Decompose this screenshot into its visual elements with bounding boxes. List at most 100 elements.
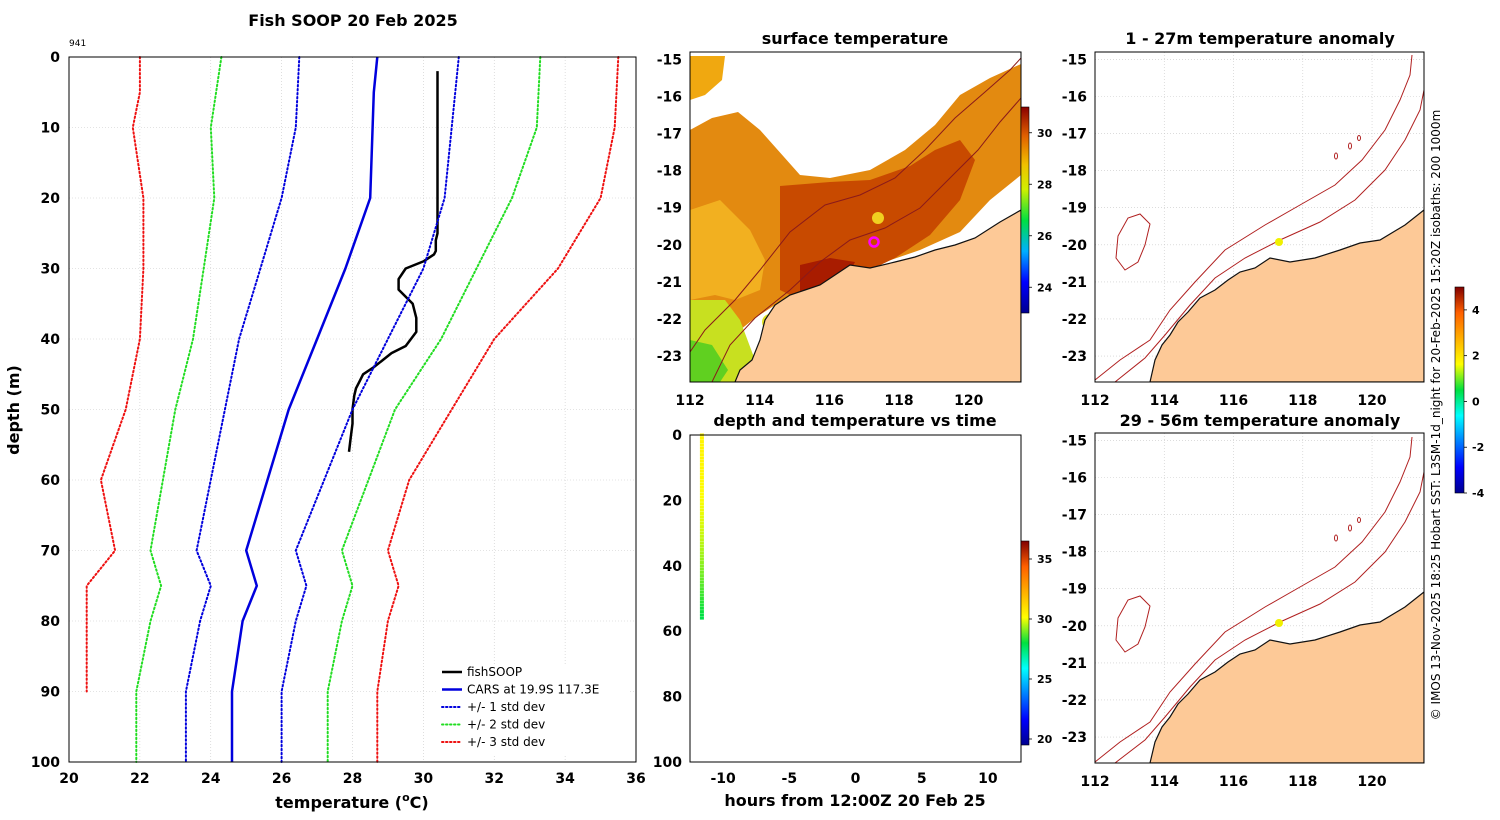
sst-patch-north: [690, 56, 725, 100]
profile-xtick: 20: [59, 771, 79, 787]
time-depth-point: [699, 459, 704, 463]
time-depth-point: [699, 440, 704, 444]
time-depth-point: [699, 508, 704, 512]
time-depth-point: [699, 528, 704, 532]
time-depth-point: [699, 597, 704, 600]
time-depth-point: [699, 515, 704, 519]
anomaly-colorbar-ticks: 4 2 0 -2 -4: [1464, 304, 1485, 500]
anomaly-lower-body: [1095, 436, 1424, 763]
profile-xtick: 34: [555, 771, 575, 787]
time-depth-colorbar: [1020, 540, 1030, 746]
anomaly-lower-frame: [1094, 432, 1425, 764]
anomaly-upper-frame: [1094, 51, 1425, 383]
anomaly-upper-island-shelf: [1115, 213, 1151, 271]
time-depth-xticks: -10 -5 0 5 10: [710, 771, 997, 787]
time-depth-ytick: 60: [663, 624, 683, 640]
time-depth-xtick: 10: [978, 771, 998, 787]
profile-line-CARS: [230, 56, 379, 762]
colorbar-tick: 30: [1037, 613, 1053, 626]
map-ytick: -20: [657, 238, 683, 254]
time-depth-point: [699, 534, 704, 538]
time-depth-point: [699, 606, 704, 610]
profile-ytick: 100: [31, 755, 60, 771]
colorbar-tick: 26: [1037, 230, 1053, 243]
map-xtick: 120: [954, 393, 983, 409]
profile-legend-label: +/- 1 std dev: [467, 700, 545, 714]
profile-legend: fishSOOP CARS at 19.9S 117.3E +/- 1 std de…: [436, 664, 628, 756]
time-depth-point: [699, 466, 704, 470]
map-ytick: -23: [1062, 349, 1087, 365]
anomaly-lower-reef-3: [1357, 517, 1361, 523]
sst-colorbar-ticks: 30 28 26 24: [1029, 127, 1053, 294]
profile-xticks: 20 22 24 26 28 30 32 34 36: [59, 771, 645, 787]
sst-xticks: 112 114 116 118 120: [675, 393, 983, 409]
map-ytick: -22: [657, 312, 682, 328]
map-ytick: -15: [1062, 433, 1087, 449]
map-xtick: 112: [1080, 393, 1109, 409]
colorbar-tick: 2: [1472, 350, 1480, 363]
time-depth-point: [699, 449, 704, 453]
time-depth-point: [699, 489, 704, 493]
map-ytick: -15: [1062, 52, 1087, 68]
map-ytick: -18: [1062, 545, 1087, 561]
profile-line-cars_plus3: [376, 56, 620, 763]
map-ytick: -16: [657, 89, 682, 105]
map-ytick: -17: [1062, 508, 1087, 524]
map-xtick: 118: [1288, 774, 1317, 790]
profile-xtick: 24: [201, 771, 221, 787]
time-depth-xtick: 0: [851, 771, 861, 787]
time-depth-point: [699, 538, 704, 542]
time-depth-xtick: -10: [710, 771, 736, 787]
profile-title: Fish SOOP 20 Feb 2025: [248, 11, 457, 30]
time-depth-point: [699, 541, 704, 545]
time-depth-point: [699, 456, 704, 460]
colorbar-tick: 35: [1037, 553, 1052, 566]
sst-isobath-1000: [690, 57, 1021, 353]
profile-ytick: 50: [41, 403, 61, 419]
time-depth-ytick: 0: [672, 428, 682, 444]
profile-ylabel: depth (m): [4, 365, 23, 455]
anomaly-colorbar: [1454, 286, 1465, 494]
time-depth-point: [699, 610, 704, 614]
time-depth-point: [699, 525, 704, 529]
map-xtick: 118: [1288, 393, 1317, 409]
anomaly-upper-point: [1275, 238, 1283, 246]
time-depth-point: [699, 557, 704, 561]
profile-xtick: 32: [485, 771, 504, 787]
profile-ytick: 80: [41, 614, 61, 630]
footer-note: © IMOS 13-Nov-2025 18:25 Hobart SST: L3S…: [1429, 110, 1443, 721]
anomaly-lower-panel: 29 - 56m temperature anomaly 112 114 116 11…: [1062, 411, 1425, 790]
colorbar-tick: -2: [1472, 441, 1484, 454]
colorbar-tick: 4: [1472, 304, 1480, 317]
profile-line-cars_minus1: [184, 56, 301, 763]
sst-isobath-200: [711, 97, 1021, 382]
time-depth-point: [699, 577, 704, 581]
anomaly-upper-reef-2: [1348, 142, 1352, 150]
time-depth-xtick: -5: [782, 771, 798, 787]
profile-line-cars_plus2: [326, 56, 542, 763]
sst-position-marker: [868, 236, 880, 248]
colorbar-tick: 20: [1037, 733, 1053, 746]
time-depth-point: [699, 551, 704, 555]
sst-title: surface temperature: [762, 29, 949, 48]
anomaly-lower-reef-2: [1348, 524, 1352, 532]
profile-ytick: 40: [41, 332, 61, 348]
anomaly-upper-reef-3: [1357, 135, 1361, 141]
colorbar-tick: 30: [1037, 127, 1053, 140]
anomaly-upper-isobath-1000: [1095, 54, 1413, 381]
time-depth-point: [699, 502, 704, 506]
colorbar-tick: 28: [1037, 178, 1052, 191]
map-ytick: -22: [1062, 312, 1087, 328]
time-depth-xtick: 5: [917, 771, 927, 787]
map-ytick: -17: [657, 127, 682, 143]
time-depth-point: [699, 600, 704, 604]
profile-ytick: 90: [41, 685, 61, 701]
profile-xlabel: temperature (oC): [275, 791, 428, 812]
profile-legend-box: [436, 664, 628, 756]
time-depth-point: [699, 476, 704, 480]
map-ytick: -16: [1062, 89, 1087, 105]
profile-legend-label: CARS at 19.9S 117.3E: [467, 683, 599, 697]
profile-line-cars_plus1: [280, 56, 460, 763]
anomaly-lower-island-shelf: [1115, 595, 1151, 653]
profile-legend-label: +/- 3 std dev: [467, 735, 545, 749]
